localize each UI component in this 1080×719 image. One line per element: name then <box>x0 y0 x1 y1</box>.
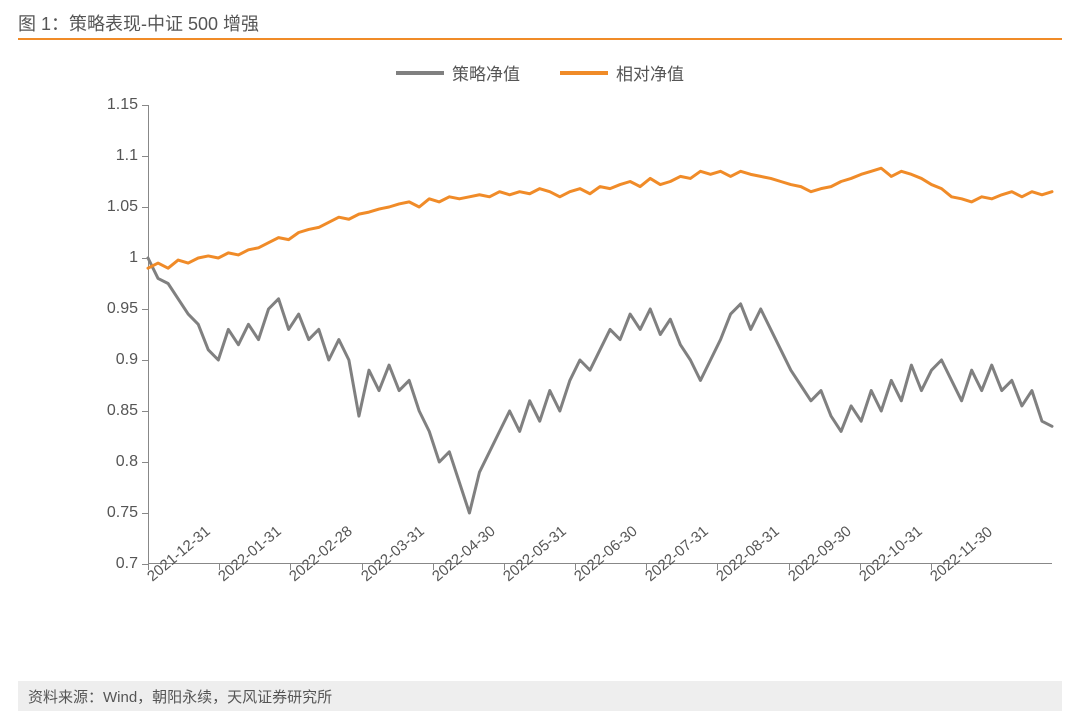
y-tick-mark <box>142 462 148 463</box>
y-tick-mark <box>142 411 148 412</box>
legend-label-relative: 相对净值 <box>616 60 684 85</box>
y-tick-mark <box>142 156 148 157</box>
source-text: 资料来源：Wind，朝阳永续，天风证券研究所 <box>28 686 332 707</box>
chart-area: 策略净值 相对净值 0.70.750.80.850.90.9511.051.11… <box>18 50 1062 669</box>
legend-swatch-strategy <box>396 71 444 75</box>
plot-region: 0.70.750.80.850.90.9511.051.11.152021-12… <box>148 105 1052 564</box>
figure-title: 图 1：策略表现-中证 500 增强 <box>18 10 259 36</box>
legend-label-strategy: 策略净值 <box>452 60 520 85</box>
legend-item-strategy: 策略净值 <box>396 60 520 85</box>
series-line <box>148 258 1052 513</box>
y-tick-mark <box>142 207 148 208</box>
series-line <box>148 168 1052 268</box>
footer-bar: 资料来源：Wind，朝阳永续，天风证券研究所 <box>18 681 1062 711</box>
y-tick-mark <box>142 513 148 514</box>
legend-swatch-relative <box>560 71 608 75</box>
title-bar: 图 1：策略表现-中证 500 增强 <box>18 8 1062 40</box>
y-tick-mark <box>142 360 148 361</box>
figure-container: 图 1：策略表现-中证 500 增强 策略净值 相对净值 0.70.750.80… <box>0 0 1080 719</box>
y-tick-mark <box>142 309 148 310</box>
legend-item-relative: 相对净值 <box>560 60 684 85</box>
y-tick-mark <box>142 105 148 106</box>
line-series-svg <box>148 105 1052 564</box>
legend: 策略净值 相对净值 <box>18 60 1062 85</box>
y-tick-mark <box>142 258 148 259</box>
